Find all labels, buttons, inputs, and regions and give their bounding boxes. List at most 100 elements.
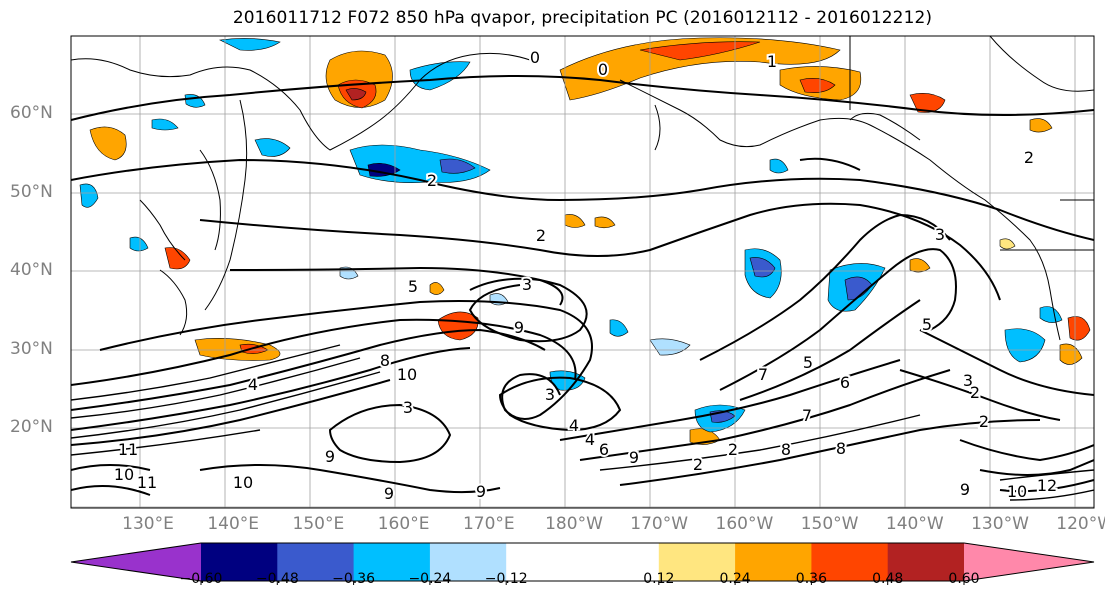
colorbar-tick-label: 0.48 <box>872 571 904 587</box>
contour-label-halo: 10 <box>114 465 134 484</box>
colorbar-segment <box>201 543 278 581</box>
colorbar-tick-label: −0.24 <box>408 571 452 587</box>
contour-label-halo: 9 <box>476 482 486 501</box>
contour-label-halo: 10 <box>1007 482 1027 501</box>
colorbar-tick-label: −0.12 <box>484 571 528 587</box>
contour-label-halo: 9 <box>325 447 335 466</box>
contour-label-halo: 4 <box>585 430 595 449</box>
contour-label: 9 <box>629 448 639 467</box>
colorbar-tick-label: 0.60 <box>948 571 980 587</box>
contour-label: 9 <box>325 447 335 466</box>
contour-label: 9 <box>514 318 524 337</box>
lon-label: 170°E <box>462 514 515 534</box>
contour-label: 2 <box>1024 148 1034 167</box>
contour-label: 4 <box>248 375 258 394</box>
lon-label: 130°E <box>122 514 174 534</box>
contour-label: 11 <box>137 473 157 492</box>
lat-label: 30°N <box>10 338 53 359</box>
colorbar-segment <box>277 543 355 581</box>
graticule <box>71 36 1094 508</box>
contour-label-halo: 2 <box>427 171 437 190</box>
colorbar-segment <box>887 543 965 581</box>
contour-label-halo: 7 <box>758 365 768 384</box>
lon-label: 140°W <box>885 514 944 534</box>
lat-label: 50°N <box>10 181 53 202</box>
lat-label: 60°N <box>10 103 53 123</box>
contour-label-halo: 8 <box>781 440 791 459</box>
contour-label: 5 <box>408 277 418 296</box>
contour-label: 0 <box>530 48 540 67</box>
contour-label: 12 <box>1037 476 1057 495</box>
lat-label: 20°N <box>10 417 53 437</box>
qvapor-contours-thin <box>71 344 1094 501</box>
contour-label: 10 <box>1007 482 1027 501</box>
contour-label: 3 <box>403 398 413 417</box>
contour-label: 9 <box>384 484 394 503</box>
colorbar-tick-label: −0.48 <box>255 571 299 587</box>
contour-label: 4 <box>569 416 579 435</box>
contour-label: 4 <box>585 430 595 449</box>
lon-label: 140°E <box>207 514 260 534</box>
colorbar-segment <box>735 543 812 581</box>
colorbar <box>70 542 1095 585</box>
contour-label: 0 <box>598 60 608 79</box>
contour-label: 2 <box>693 455 703 474</box>
colorbar-segment <box>658 543 736 581</box>
colorbar-segment <box>429 543 507 581</box>
colorbar-segment <box>506 543 583 581</box>
map-frame <box>70 35 1095 509</box>
contour-label: 2 <box>536 226 546 245</box>
contour-label: 8 <box>380 351 390 370</box>
contour-label-halo: 4 <box>248 375 258 394</box>
colorbar-tick-label: 0.12 <box>643 571 675 587</box>
contour-label-halo: 5 <box>408 277 418 296</box>
contour-label-halo: 9 <box>960 480 970 499</box>
contour-label: 9 <box>960 480 970 499</box>
colorbar-tick-label: 0.36 <box>795 571 827 587</box>
contour-label-halo: 3 <box>522 275 532 294</box>
contour-labels: 00 11002222223333559988101033444411111010… <box>112 46 1059 505</box>
lon-label: 120°W <box>1056 514 1105 534</box>
contour-label-halo: 9 <box>384 484 394 503</box>
contour-label: 2 <box>427 171 437 190</box>
map-title: 2016011712 F072 850 hPa qvapor, precipit… <box>232 8 933 28</box>
contour-label: 3 <box>963 371 973 390</box>
contour-label-halo: 7 <box>802 406 812 425</box>
contour-label-halo: 2 <box>970 383 980 402</box>
contour-label: 11 <box>118 440 138 459</box>
contour-label-halo: 2 <box>536 226 546 245</box>
colorbar-tick-label: 0.24 <box>719 571 751 587</box>
contour-label-halo: 10 <box>397 365 417 384</box>
contour-label: 3 <box>545 385 555 404</box>
contour-label-halo: 3 <box>545 385 555 404</box>
contour-label-halo: 8 <box>836 439 846 458</box>
qvapor-contours <box>71 75 1094 496</box>
lon-label: 160°W <box>715 514 774 534</box>
contour-label-halo: 10 <box>233 473 253 492</box>
lon-label: 170°W <box>630 514 689 534</box>
contour-label: 10 <box>114 465 134 484</box>
lon-label: 150°W <box>800 514 859 534</box>
contour-label-halo: 12 <box>1037 476 1057 495</box>
contour-label: 3 <box>935 225 945 244</box>
contour-label-halo: 11 <box>118 440 138 459</box>
contour-label: 3 <box>522 275 532 294</box>
colorbar-tick-label: −0.36 <box>332 571 376 587</box>
contour-label-halo: 6 <box>840 373 850 392</box>
lon-label: 160°E <box>377 514 430 534</box>
contour-label-halo: 11 <box>137 473 157 492</box>
contour-label-halo: 2 <box>693 455 703 474</box>
lat-label: 40°N <box>10 260 53 280</box>
contour-label: 6 <box>599 440 609 459</box>
lon-label: 130°W <box>971 514 1029 534</box>
contour-label-halo: 5 <box>922 315 932 334</box>
contour-label: 7 <box>758 365 768 384</box>
colorbar-segment <box>811 543 889 581</box>
contour-label: 10 <box>233 473 253 492</box>
contour-label: 2 <box>970 383 980 402</box>
contour-label-halo: 3 <box>403 398 413 417</box>
contour-label-halo: 9 <box>514 318 524 337</box>
contour-label-halo: 2 <box>728 440 738 459</box>
lon-label: 180°W <box>545 514 603 534</box>
contour-label-halo: 1 <box>767 52 777 71</box>
